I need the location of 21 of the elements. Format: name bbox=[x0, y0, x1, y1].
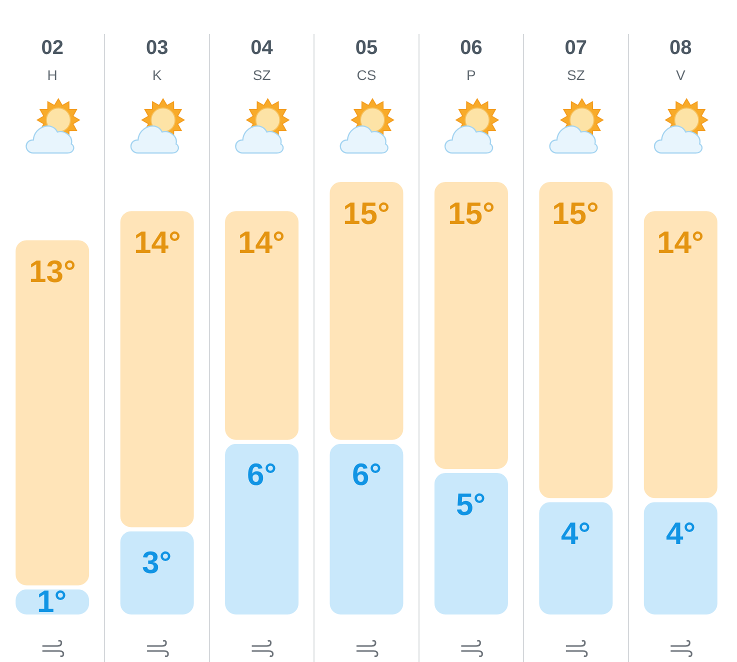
x-tick-label: 04 SZ bbox=[250, 37, 274, 83]
x-tick-label: 02 H bbox=[41, 37, 64, 83]
total-label: 15° bbox=[448, 196, 495, 231]
total-label: 14° bbox=[657, 225, 704, 260]
data-label: 5° bbox=[456, 487, 486, 522]
total-label: 14° bbox=[238, 225, 285, 260]
x-tick-label: 07 SZ bbox=[564, 37, 588, 83]
x-tick-label: 03 K bbox=[146, 37, 168, 83]
total-label: 13° bbox=[29, 254, 76, 289]
data-label: 1° bbox=[37, 584, 67, 619]
data-label: 6° bbox=[352, 457, 382, 492]
data-label: 4° bbox=[666, 516, 696, 551]
total-label: 14° bbox=[134, 225, 181, 260]
x-tick-label: 06 P bbox=[460, 37, 482, 83]
total-label: 15° bbox=[343, 196, 390, 231]
total-label: 15° bbox=[552, 196, 599, 231]
x-tick-label: 05 CS bbox=[355, 37, 378, 83]
x-tick-label: 08 V bbox=[670, 37, 692, 83]
data-label: 6° bbox=[247, 457, 277, 492]
data-label: 4° bbox=[561, 516, 591, 551]
data-label: 3° bbox=[142, 545, 172, 580]
